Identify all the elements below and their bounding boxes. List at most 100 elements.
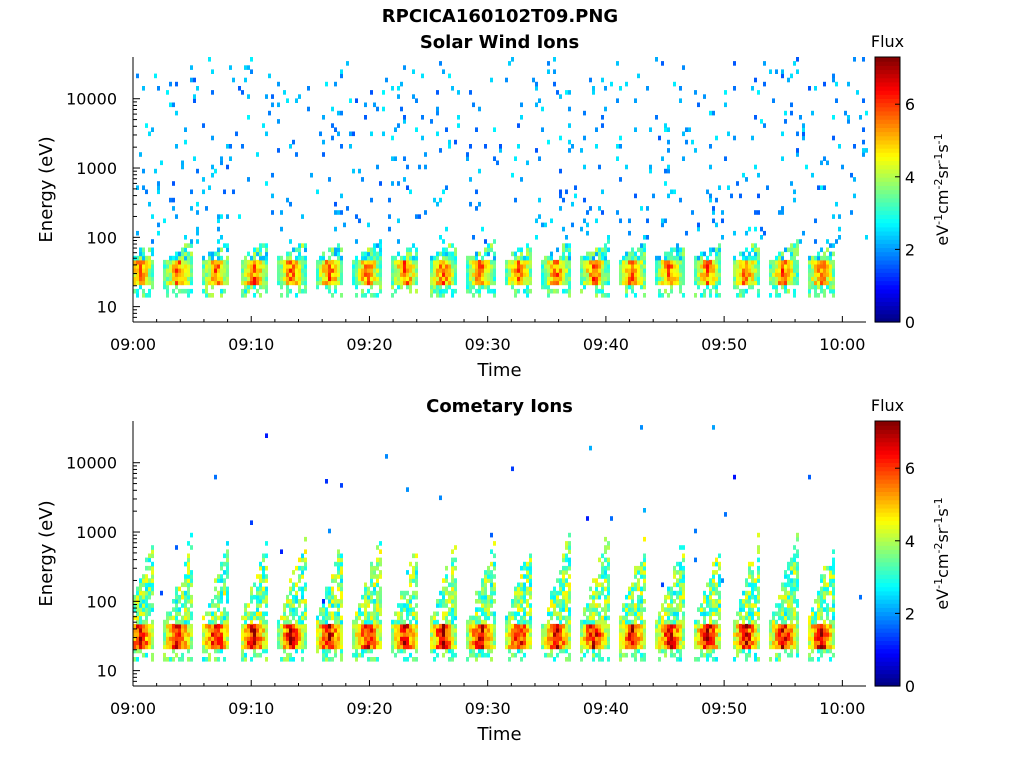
heatmap-cell <box>823 268 826 273</box>
heatmap-cell <box>637 607 640 612</box>
heatmap-cell <box>547 268 550 273</box>
heatmap-cell <box>718 293 721 298</box>
heatmap-cell <box>490 570 493 575</box>
heatmap-cell <box>451 264 454 269</box>
heatmap-cell <box>454 247 457 253</box>
heatmap-cell <box>265 94 268 99</box>
heatmap-cell <box>529 623 532 629</box>
heatmap-cell <box>580 268 583 273</box>
heatmap-cell <box>391 628 394 633</box>
heatmap-cell <box>676 628 679 633</box>
heatmap-cell <box>259 561 262 567</box>
heatmap-cell <box>556 603 559 608</box>
heatmap-cell <box>703 632 706 637</box>
heatmap-cell <box>682 640 685 646</box>
heatmap-cell <box>445 185 448 190</box>
heatmap-cell <box>751 276 754 282</box>
heatmap-cell <box>634 619 637 625</box>
heatmap-cell <box>244 623 247 629</box>
heatmap-cell <box>397 611 400 617</box>
heatmap-cell <box>712 657 715 662</box>
colorbar-segment <box>875 247 900 253</box>
heatmap-cell <box>196 210 199 215</box>
heatmap-cell <box>394 156 397 161</box>
heatmap-cell <box>469 288 472 294</box>
heatmap-cell <box>796 570 799 575</box>
heatmap-cell <box>412 632 415 637</box>
heatmap-cell <box>757 210 760 215</box>
heatmap-cell <box>442 594 445 600</box>
heatmap-cell <box>376 623 379 629</box>
heatmap-cell <box>511 57 514 62</box>
heatmap-cell <box>742 264 745 269</box>
colorbar-segment <box>875 197 900 203</box>
heatmap-cell <box>451 268 454 273</box>
heatmap-cell <box>286 276 289 282</box>
heatmap-cell <box>487 652 490 658</box>
heatmap-cell <box>244 259 247 265</box>
heatmap-cell <box>247 628 250 633</box>
heatmap-cell <box>646 206 649 211</box>
heatmap-cell <box>451 557 454 563</box>
heatmap-cell <box>175 264 178 269</box>
heatmap-cell <box>817 607 820 612</box>
heatmap-cell <box>319 623 322 629</box>
heatmap-cell <box>295 247 298 253</box>
heatmap-cell <box>715 259 718 265</box>
heatmap-cell <box>607 636 610 641</box>
heatmap-cell <box>802 131 805 137</box>
heatmap-cell <box>364 102 367 108</box>
heatmap-cell <box>643 582 646 588</box>
heatmap-cell <box>448 594 451 600</box>
heatmap-cell <box>778 607 781 612</box>
heatmap-cell <box>811 110 814 116</box>
heatmap-cell <box>553 276 556 282</box>
heatmap-cell <box>151 264 154 269</box>
heatmap-cell <box>139 259 142 265</box>
heatmap-cell <box>811 259 814 265</box>
heatmap-cell <box>820 623 823 629</box>
heatmap-cell <box>478 632 481 637</box>
heatmap-cell <box>244 632 247 637</box>
heatmap-cell <box>430 644 433 650</box>
heatmap-cell <box>529 636 532 641</box>
heatmap-cell <box>184 561 187 567</box>
heatmap-cell <box>811 632 814 637</box>
heatmap-cell <box>433 288 436 294</box>
heatmap-cell <box>172 255 175 261</box>
heatmap-cell <box>430 259 433 265</box>
unit-base: eV <box>933 225 952 246</box>
heatmap-cell <box>484 574 487 579</box>
heatmap-cell <box>751 574 754 579</box>
heatmap-cell <box>223 607 226 612</box>
heatmap-cell <box>757 264 760 269</box>
heatmap-cell <box>373 574 376 579</box>
heatmap-cell <box>616 61 619 66</box>
heatmap-cell <box>595 276 598 282</box>
heatmap-cell <box>616 156 619 161</box>
heatmap-cell <box>778 251 781 257</box>
heatmap-cell <box>640 284 643 290</box>
heatmap-cell <box>814 628 817 633</box>
heatmap-cell <box>721 578 724 583</box>
heatmap-cell <box>745 640 748 646</box>
heatmap-cell <box>328 284 331 290</box>
heatmap-cell <box>601 288 604 294</box>
heatmap-cell <box>787 574 790 579</box>
colorbar-segment <box>875 143 900 149</box>
heatmap-cell <box>808 640 811 646</box>
heatmap-cell <box>790 102 793 108</box>
heatmap-cell <box>439 293 442 298</box>
heatmap-cell <box>325 594 328 600</box>
heatmap-cell <box>142 86 145 91</box>
heatmap-cell <box>640 574 643 579</box>
heatmap-cell <box>406 603 409 608</box>
heatmap-cell <box>796 574 799 579</box>
heatmap-cell <box>601 210 604 215</box>
heatmap-cell <box>604 259 607 265</box>
heatmap-cell <box>664 280 667 286</box>
heatmap-cell <box>667 615 670 621</box>
heatmap-cell <box>205 206 208 211</box>
heatmap-cell <box>259 255 262 261</box>
heatmap-cell <box>136 644 139 650</box>
